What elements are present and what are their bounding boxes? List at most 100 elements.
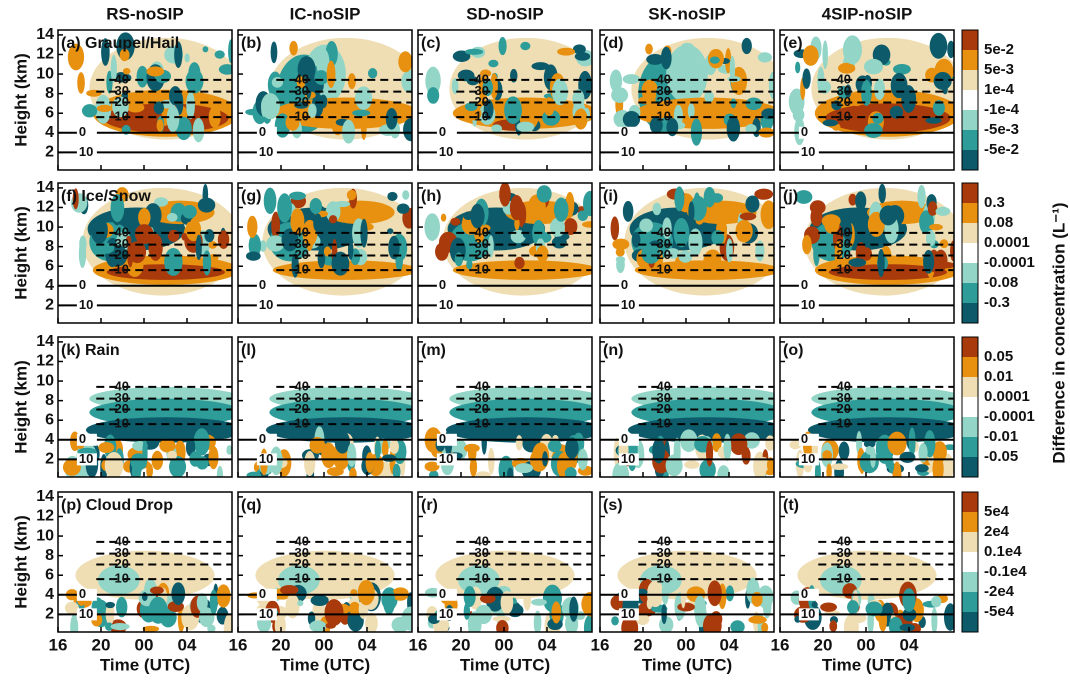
colorbar-segment xyxy=(962,110,978,130)
contour-fill xyxy=(126,235,132,243)
contour-fill xyxy=(122,67,131,75)
panel: -40-30-20-10 0 10 xyxy=(58,183,232,323)
contour-fill xyxy=(289,40,298,56)
panel: -40-30-20-10 0 10 xyxy=(238,183,412,323)
isotherm-label: 10 xyxy=(621,297,635,312)
y-tick-label: 12 xyxy=(36,199,54,216)
y-tick-label: 2 xyxy=(45,297,54,314)
contour-fill xyxy=(864,123,883,139)
isotherm-label: 10 xyxy=(79,297,93,312)
isotherm-label: 10 xyxy=(79,144,93,159)
contour-fill xyxy=(198,607,215,628)
contour-fill xyxy=(492,615,511,622)
y-tick-label: 14 xyxy=(36,26,54,43)
y-tick-label: 10 xyxy=(36,527,54,544)
contour-fill xyxy=(467,445,477,462)
isotherm-label: 10 xyxy=(259,144,273,159)
contour-fill xyxy=(127,241,134,268)
contour-fill xyxy=(500,591,514,615)
colorbar-segment xyxy=(962,552,978,572)
contour-fill xyxy=(216,584,231,608)
colorbar-label: -5e-3 xyxy=(984,121,1019,138)
contour-fill xyxy=(929,223,943,231)
x-tick-label: 04 xyxy=(900,635,919,654)
panel: -40-30-20-10 0 10 xyxy=(600,30,774,170)
contour-fill xyxy=(942,85,948,95)
contour-fill xyxy=(451,78,459,95)
contour-fill xyxy=(572,89,585,109)
contour-fill xyxy=(802,68,811,89)
isotherm-label: -20 xyxy=(652,94,671,109)
contour-fill xyxy=(153,101,164,115)
panel: -40-30-20-10 0 10 xyxy=(780,183,954,323)
colorbar-segment xyxy=(962,303,978,323)
panel-label: (o) xyxy=(783,342,803,359)
isotherm-label-bg xyxy=(256,453,277,466)
isotherm-label-bg xyxy=(256,588,277,601)
panel: -40-30-20-10 0 10 xyxy=(58,492,232,632)
isotherm-label: -20 xyxy=(110,401,129,416)
isotherm-label: 0 xyxy=(259,277,266,292)
panel-frame xyxy=(237,182,413,324)
panel: -40-30-20-10 0 10 xyxy=(418,183,592,323)
isotherm-label: -40 xyxy=(652,71,671,86)
contour-fill xyxy=(365,612,378,632)
contour-fill xyxy=(890,72,908,99)
contour-fill xyxy=(557,47,576,56)
isotherm-label: 0 xyxy=(621,586,628,601)
x-tick-label: 04 xyxy=(720,635,739,654)
contour-fill xyxy=(879,205,898,226)
contour-fill xyxy=(326,60,336,88)
contour-fill xyxy=(403,118,412,142)
contour-fill xyxy=(164,247,183,276)
colorbar-segment xyxy=(962,263,978,283)
contour-fill xyxy=(208,241,217,249)
contour-fill xyxy=(355,86,373,110)
panel-frame xyxy=(237,336,413,478)
contour-fill xyxy=(563,218,578,235)
panel-label: (m) xyxy=(421,342,446,359)
isotherm-label: -40 xyxy=(652,378,671,393)
isotherm-label: 10 xyxy=(621,451,635,466)
contour-fill xyxy=(480,593,496,604)
panel-frame xyxy=(57,336,233,478)
contour-fill xyxy=(342,119,356,144)
contour-fill xyxy=(381,454,397,462)
isotherm-label-bg xyxy=(798,588,819,601)
isotherm-label-bg xyxy=(256,608,277,621)
isotherm-label: 0 xyxy=(801,586,808,601)
contour-fill xyxy=(150,586,164,595)
contour-fill xyxy=(688,228,703,257)
isotherm-label: -40 xyxy=(832,71,851,86)
x-tick-label: 00 xyxy=(315,635,334,654)
contour-fill xyxy=(536,245,549,262)
contour-fill xyxy=(865,601,883,617)
contour-fill xyxy=(195,234,202,261)
contour-fill xyxy=(196,593,208,612)
contour-fill xyxy=(723,433,732,462)
contour-fill xyxy=(652,202,662,216)
colorbar-label: -0.05 xyxy=(984,448,1018,465)
contour-fill xyxy=(652,438,665,464)
contour-fill xyxy=(309,620,327,632)
isotherm-label-bg xyxy=(76,279,97,292)
isotherm-label: 0 xyxy=(801,124,808,139)
x-tick-label: 16 xyxy=(229,635,248,654)
panel-frame xyxy=(57,29,233,171)
colorbar-label: 0.05 xyxy=(984,348,1013,365)
isotherm-label-bg xyxy=(798,279,819,292)
colorbar-segment xyxy=(962,337,978,357)
contour-fill xyxy=(581,591,592,617)
contour-fill xyxy=(349,467,357,477)
contour-fill xyxy=(822,450,833,461)
isotherm-label: -20 xyxy=(290,401,309,416)
contour-fill xyxy=(429,470,439,477)
isotherm-label: 10 xyxy=(439,297,453,312)
contour-fill xyxy=(285,114,300,131)
contour-fill xyxy=(387,191,398,201)
contour-fill xyxy=(401,69,412,94)
isotherm-label: -10 xyxy=(290,262,309,277)
contour-fill xyxy=(515,463,534,474)
panel-frame xyxy=(599,182,775,324)
contour-fill xyxy=(523,588,532,611)
